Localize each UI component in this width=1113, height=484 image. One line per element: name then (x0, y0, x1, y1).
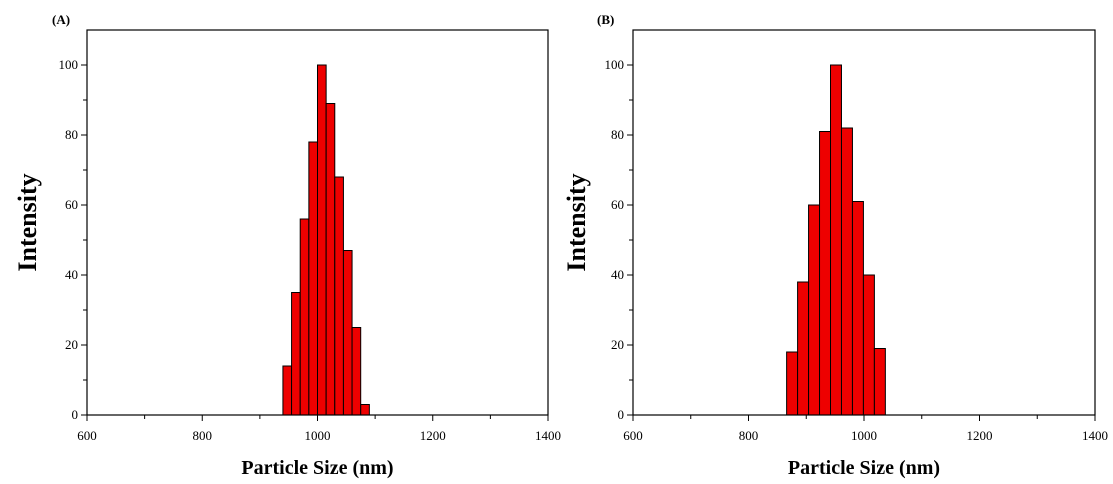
y-axis-title: Intensity (13, 173, 42, 271)
y-tick-label: 60 (611, 197, 624, 212)
histogram-bar (299, 218, 310, 416)
y-tick-label: 40 (65, 267, 78, 282)
histogram-bar (830, 64, 842, 416)
y-tick-label: 80 (65, 127, 78, 142)
x-tick-label: 1400 (535, 428, 561, 443)
y-tick-label: 0 (72, 407, 79, 422)
x-axis-title: Particle Size (nm) (241, 457, 393, 479)
histogram-bar (840, 127, 853, 416)
y-tick-label: 20 (611, 337, 624, 352)
x-axis-title: Particle Size (nm) (788, 457, 940, 479)
histogram-bar (351, 327, 362, 416)
histogram-bar (325, 103, 336, 416)
x-tick-label: 800 (193, 428, 213, 443)
panel-a-label: (A) (52, 12, 70, 27)
x-tick-label: 1200 (420, 428, 446, 443)
histogram-bar (873, 348, 886, 416)
panel-b-bars (786, 64, 886, 416)
y-tick-label: 60 (65, 197, 78, 212)
histogram-bar (862, 274, 875, 416)
panel-b-label: (B) (597, 12, 614, 27)
x-tick-label: 1000 (305, 428, 331, 443)
x-tick-label: 600 (77, 428, 97, 443)
histogram-bar (334, 176, 344, 416)
histogram-bar (360, 404, 370, 416)
histogram-bar (291, 292, 301, 416)
panel-b: 600 800 1000 1200 1400 0 20 40 60 80 100 (B) Particl… (562, 12, 1108, 479)
x-tick-label: 1200 (967, 428, 993, 443)
histogram-bar (797, 281, 810, 416)
y-tick-label: 40 (611, 267, 624, 282)
panel-a-bars (282, 64, 370, 416)
y-tick-label: 20 (65, 337, 78, 352)
histogram-bar (786, 351, 799, 416)
y-tick-label: 100 (59, 57, 79, 72)
histogram-bar (851, 201, 864, 416)
y-tick-label: 100 (605, 57, 625, 72)
y-axis-title: Intensity (562, 173, 591, 271)
x-tick-label: 800 (739, 428, 759, 443)
x-tick-label: 600 (623, 428, 643, 443)
x-tick-label: 1400 (1082, 428, 1108, 443)
histogram-bar (342, 250, 353, 416)
histogram-bar (808, 204, 821, 416)
histogram-bar (282, 365, 293, 416)
histogram-bar (819, 131, 832, 416)
panel-a: 600 800 1000 1200 1400 0 20 40 60 80 100 (A) Particl… (13, 12, 561, 479)
y-tick-label: 80 (611, 127, 624, 142)
x-tick-label: 1000 (851, 428, 877, 443)
histogram-bar (308, 141, 318, 416)
y-tick-label: 0 (618, 407, 625, 422)
histogram-bar (317, 64, 327, 416)
